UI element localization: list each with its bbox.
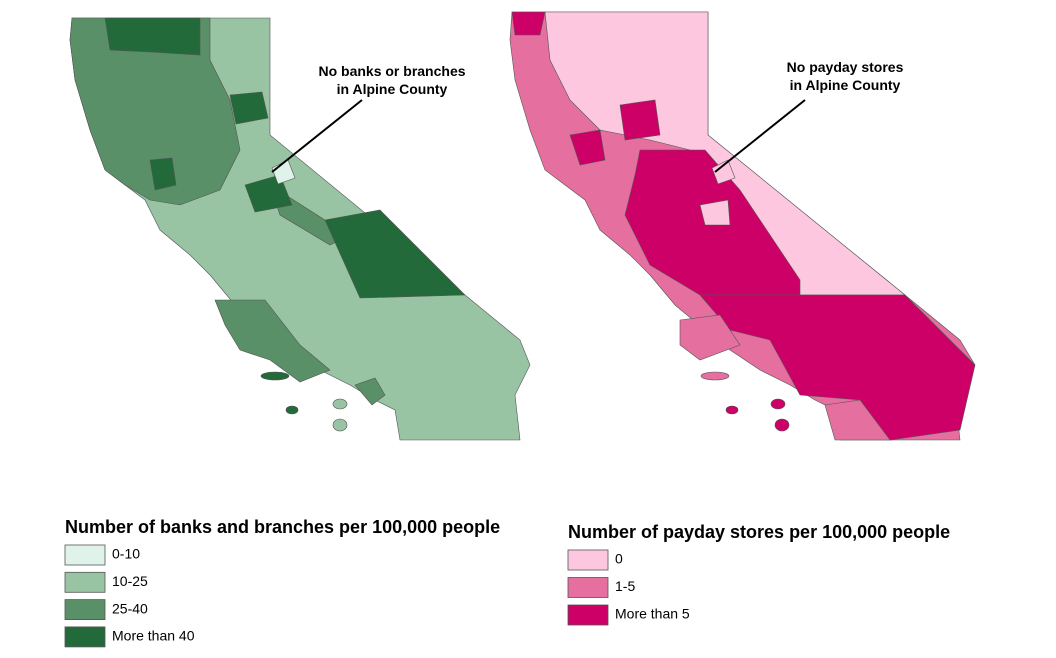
payday-map: No payday stores in Alpine County: [509, 11, 976, 441]
island: [725, 405, 739, 415]
region: [511, 11, 546, 36]
region: [244, 174, 293, 213]
legend-label: More than 40: [112, 628, 195, 644]
region: [699, 199, 731, 226]
island: [700, 371, 730, 381]
legend-label: 0: [615, 551, 623, 567]
legend-swatch: [64, 599, 106, 620]
annotation: No banks or branches: [318, 63, 465, 79]
legend-label: 0-10: [112, 546, 140, 562]
annotation: in Alpine County: [337, 81, 448, 97]
region: [569, 129, 606, 166]
region: [711, 159, 736, 185]
island: [332, 418, 348, 432]
island: [332, 398, 348, 410]
annotation-line: [271, 99, 363, 173]
legend-swatch: [64, 544, 106, 566]
region: [214, 299, 331, 383]
island: [774, 418, 790, 432]
island: [260, 371, 290, 381]
legend-swatch: [567, 604, 609, 626]
legend-swatch: [567, 549, 609, 571]
region: [104, 17, 201, 56]
region: [354, 377, 386, 406]
legend-label: 25-40: [112, 600, 148, 616]
legend-swatch: [567, 577, 609, 598]
annotation: No payday stores: [787, 59, 904, 75]
region: [69, 17, 241, 206]
annotation-line: [714, 99, 806, 173]
region: [619, 99, 661, 141]
region: [229, 91, 269, 125]
annotation: in Alpine County: [790, 77, 901, 93]
legend-label: 1-5: [615, 578, 635, 594]
legend-label: More than 5: [615, 606, 690, 622]
island: [285, 405, 299, 415]
island: [770, 398, 786, 410]
region: [149, 157, 177, 191]
legend-swatch: [64, 571, 106, 593]
legend-swatch: [64, 626, 106, 648]
bank-map: No banks or branches in Alpine County: [69, 17, 531, 441]
legends: 0-10 10-25 25-40 More than 40 0 1-5 More than …: [64, 544, 690, 648]
legend-title: Number of payday stores per 100,000 peop…: [568, 522, 950, 542]
region: [324, 209, 466, 299]
region: [824, 399, 891, 441]
legend-label: 10-25: [112, 573, 148, 589]
legend-title: Number of banks and branches per 100,000…: [65, 517, 500, 537]
region: [679, 314, 741, 361]
